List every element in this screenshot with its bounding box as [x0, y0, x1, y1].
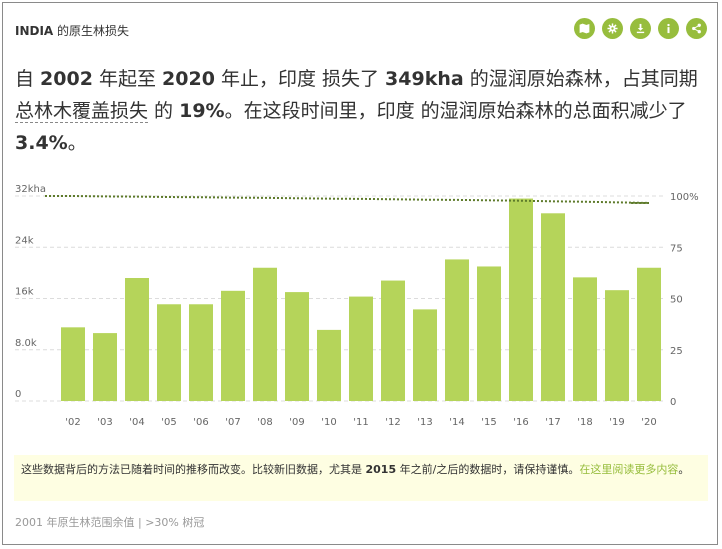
y-tick-label: 0 — [15, 389, 21, 400]
loss-value: 349kha — [385, 68, 464, 90]
x-tick-label: '02 — [65, 417, 80, 428]
bar — [285, 292, 309, 401]
methodology-note: 这些数据背后的方法已随着时间的推移而改变。比较新旧数据，尤其是 2015 年之前… — [14, 455, 708, 501]
y-tick-label: 16k — [15, 287, 34, 298]
y2-tick-label: 75 — [670, 243, 683, 254]
tree-cover-loss-link[interactable]: 总林木覆盖损失 — [15, 100, 149, 123]
note-text: 年之前/之后的数据时，请保持谨慎。 — [396, 463, 580, 476]
y-tick-label: 24k — [15, 235, 34, 246]
x-tick-label: '08 — [257, 417, 272, 428]
bar — [125, 278, 149, 401]
map-icon[interactable] — [574, 18, 595, 39]
x-tick-label: '18 — [577, 417, 592, 428]
end-year: 2020 — [162, 68, 215, 90]
bar — [445, 259, 469, 401]
y2-tick-label: 100% — [670, 192, 699, 203]
x-tick-label: '06 — [193, 417, 208, 428]
x-tick-label: '07 — [225, 417, 240, 428]
bar — [477, 266, 501, 401]
x-tick-label: '11 — [353, 417, 368, 428]
bar — [317, 329, 341, 401]
bar — [541, 213, 565, 401]
x-tick-label: '04 — [129, 417, 144, 428]
x-tick-label: '16 — [513, 417, 528, 428]
settings-icon[interactable] — [602, 18, 623, 39]
bar — [221, 290, 245, 401]
x-tick-label: '12 — [385, 417, 400, 428]
note-text: 。 — [678, 463, 690, 476]
read-more-link[interactable]: 在这里阅读更多内容 — [579, 463, 679, 476]
extent-decrease-percent: 3.4% — [15, 132, 68, 154]
bar — [637, 267, 661, 401]
download-icon[interactable] — [630, 18, 651, 39]
x-tick-label: '15 — [481, 417, 496, 428]
summary-text: 。 — [67, 132, 87, 154]
summary-text: 自 — [15, 68, 41, 90]
x-tick-label: '13 — [417, 417, 432, 428]
bar — [189, 304, 213, 401]
bar — [61, 327, 85, 401]
extent-line — [45, 195, 650, 204]
x-tick-label: '05 — [161, 417, 176, 428]
y2-tick-label: 0 — [670, 397, 676, 408]
toolbar — [574, 18, 707, 39]
x-tick-label: '20 — [641, 417, 656, 428]
x-tick-label: '14 — [449, 417, 464, 428]
note-text: 这些数据背后的方法已随着时间的推移而改变。比较新旧数据，尤其是 — [21, 463, 366, 476]
summary-sentence: 自 2002 年起至 2020 年止，印度 损失了 349kha 的湿润原始森林… — [15, 63, 705, 159]
bar — [93, 333, 117, 401]
share-icon[interactable] — [686, 18, 707, 39]
summary-text: 的湿润原始森林，占其同期 — [463, 68, 698, 90]
loss-percent: 19% — [179, 100, 225, 122]
info-icon[interactable] — [658, 18, 679, 39]
bar — [381, 280, 405, 401]
bar — [349, 296, 373, 401]
bar — [413, 309, 437, 401]
widget-title: INDIA 的原生林损失 — [15, 22, 129, 39]
x-tick-label: '10 — [321, 417, 336, 428]
bar — [605, 290, 629, 401]
start-year: 2002 — [40, 68, 93, 90]
x-tick-label: '17 — [545, 417, 560, 428]
y2-tick-label: 50 — [670, 295, 683, 306]
bar — [157, 304, 181, 401]
loss-bar-chart: 0 8.0k 16k 24k 32kha 0 25 50 75 100% '02 '03 '04 '05 '… — [15, 184, 699, 428]
bar — [573, 277, 597, 401]
summary-text: 年起至 — [92, 68, 163, 90]
x-tick-label: '03 — [97, 417, 112, 428]
y2-tick-label: 25 — [670, 346, 683, 357]
bar — [253, 267, 277, 401]
note-year: 2015 — [365, 463, 397, 476]
summary-text: 年止，印度 损失了 — [214, 68, 386, 90]
x-tick-label: '09 — [289, 417, 304, 428]
y-tick-label: 8.0k — [15, 338, 37, 349]
summary-text: 。在这段时间里，印度 的湿润原始森林的总面积减少了 — [224, 100, 687, 122]
bar — [509, 198, 533, 401]
y-tick-label: 32kha — [15, 184, 46, 195]
country-name: INDIA — [15, 24, 54, 38]
summary-text: 的 — [148, 100, 180, 122]
x-tick-label: '19 — [609, 417, 624, 428]
widget-title-text: 的原生林损失 — [53, 24, 130, 38]
footer-caption: 2001 年原生林范围余值 | >30% 树冠 — [15, 516, 205, 529]
